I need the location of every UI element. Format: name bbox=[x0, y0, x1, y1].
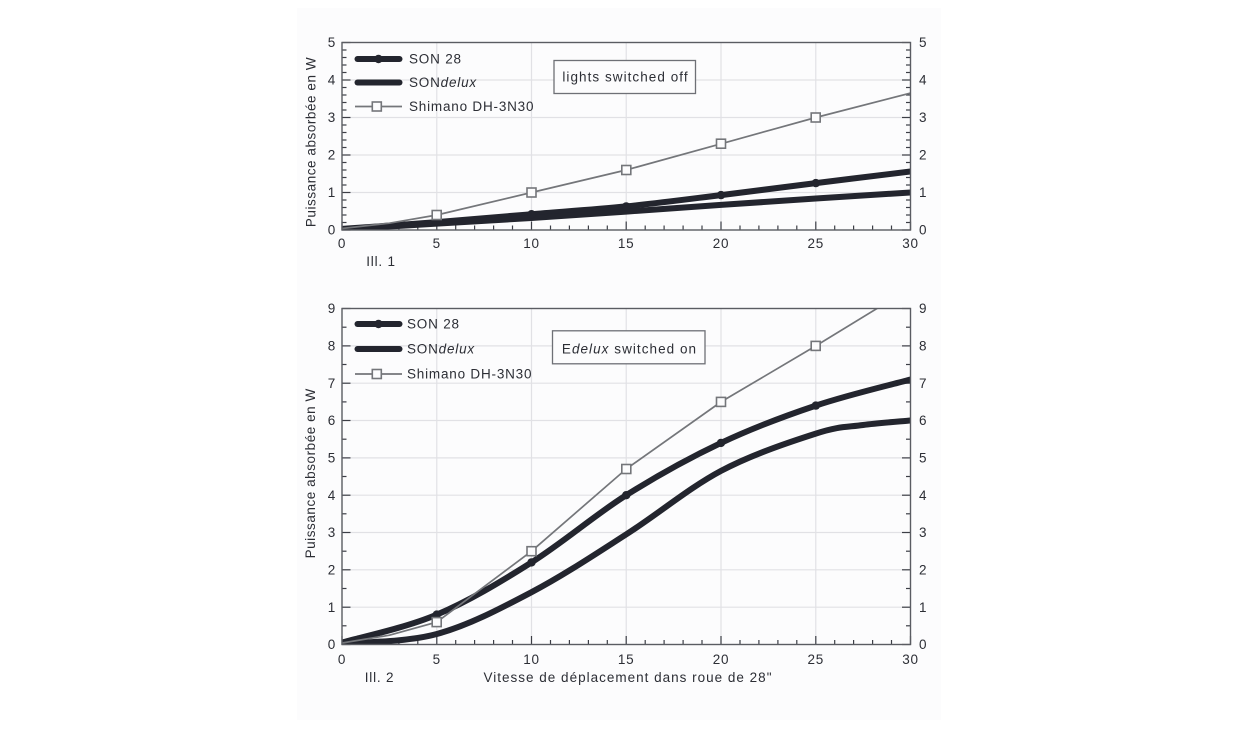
svg-text:2: 2 bbox=[328, 562, 336, 577]
svg-text:3: 3 bbox=[919, 525, 927, 540]
svg-text:Shimano DH-3N30: Shimano DH-3N30 bbox=[409, 99, 534, 114]
svg-text:7: 7 bbox=[328, 376, 336, 391]
svg-text:30: 30 bbox=[902, 236, 919, 251]
svg-text:1: 1 bbox=[919, 185, 927, 200]
svg-text:5: 5 bbox=[433, 236, 441, 251]
svg-text:Puissance absorbée en W: Puissance absorbée en W bbox=[304, 57, 319, 227]
svg-text:6: 6 bbox=[919, 413, 927, 428]
svg-text:SON 28: SON 28 bbox=[409, 52, 462, 67]
svg-text:6: 6 bbox=[328, 413, 336, 428]
svg-text:SONdelux: SONdelux bbox=[407, 342, 475, 357]
svg-text:0: 0 bbox=[919, 637, 927, 652]
svg-text:0: 0 bbox=[328, 223, 336, 238]
svg-text:3: 3 bbox=[328, 525, 336, 540]
svg-text:1: 1 bbox=[328, 600, 336, 615]
svg-text:10: 10 bbox=[523, 652, 540, 667]
svg-text:Puissance absorbée en W: Puissance absorbée en W bbox=[303, 388, 318, 558]
svg-text:0: 0 bbox=[338, 652, 346, 667]
svg-text:2: 2 bbox=[328, 148, 336, 163]
svg-text:Vitesse de déplacement dans ro: Vitesse de déplacement dans roue de 28" bbox=[484, 670, 773, 685]
svg-text:20: 20 bbox=[713, 236, 730, 251]
svg-text:0: 0 bbox=[338, 236, 346, 251]
svg-text:5: 5 bbox=[328, 35, 336, 50]
svg-text:2: 2 bbox=[919, 148, 927, 163]
svg-text:5: 5 bbox=[919, 451, 927, 466]
svg-text:9: 9 bbox=[919, 301, 927, 316]
svg-text:4: 4 bbox=[328, 488, 336, 503]
svg-text:15: 15 bbox=[618, 652, 635, 667]
svg-text:4: 4 bbox=[328, 73, 336, 88]
svg-text:0: 0 bbox=[919, 223, 927, 238]
svg-text:25: 25 bbox=[807, 652, 824, 667]
svg-text:3: 3 bbox=[328, 110, 336, 125]
svg-text:lights switched off: lights switched off bbox=[562, 70, 688, 85]
svg-text:1: 1 bbox=[328, 185, 336, 200]
svg-text:10: 10 bbox=[523, 236, 540, 251]
svg-text:9: 9 bbox=[328, 301, 336, 316]
svg-text:Shimano DH-3N30: Shimano DH-3N30 bbox=[407, 367, 532, 382]
svg-text:1: 1 bbox=[919, 600, 927, 615]
svg-text:5: 5 bbox=[919, 35, 927, 50]
svg-text:0: 0 bbox=[328, 637, 336, 652]
svg-text:SONdelux: SONdelux bbox=[409, 75, 477, 90]
svg-text:20: 20 bbox=[713, 652, 730, 667]
svg-text:Ill. 2: Ill. 2 bbox=[365, 670, 395, 685]
svg-text:8: 8 bbox=[919, 339, 927, 354]
svg-text:5: 5 bbox=[328, 451, 336, 466]
svg-text:Ill. 1: Ill. 1 bbox=[366, 254, 396, 269]
svg-text:4: 4 bbox=[919, 73, 927, 88]
svg-text:7: 7 bbox=[919, 376, 927, 391]
svg-text:4: 4 bbox=[919, 488, 927, 503]
svg-text:2: 2 bbox=[919, 562, 927, 577]
svg-text:Edelux switched on: Edelux switched on bbox=[562, 342, 697, 357]
svg-text:SON 28: SON 28 bbox=[407, 317, 460, 332]
svg-text:30: 30 bbox=[902, 652, 919, 667]
svg-text:25: 25 bbox=[807, 236, 824, 251]
svg-text:8: 8 bbox=[328, 339, 336, 354]
svg-text:5: 5 bbox=[433, 652, 441, 667]
svg-text:15: 15 bbox=[618, 236, 635, 251]
svg-text:3: 3 bbox=[919, 110, 927, 125]
